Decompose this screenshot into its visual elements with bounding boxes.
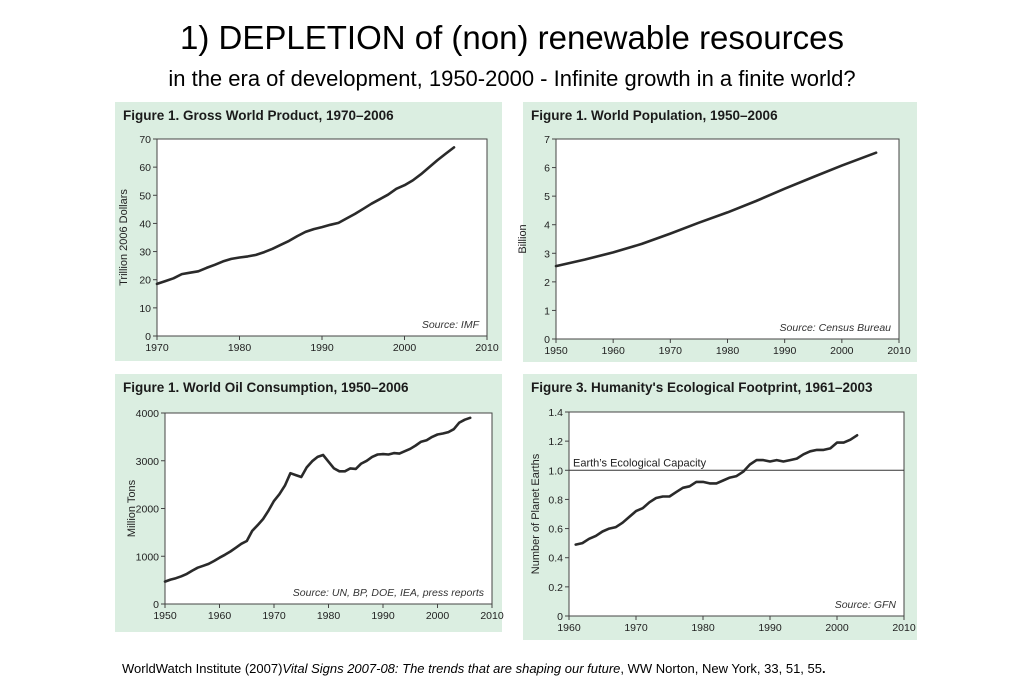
y-tick-label: 1.0 [548, 465, 563, 477]
y-tick-label: 50 [139, 190, 151, 202]
y-axis-label: Number of Planet Earths [530, 453, 542, 574]
series-line [155, 146, 456, 286]
chart-title: Figure 1. Gross World Product, 1970–2006 [123, 108, 394, 123]
chart-svg: 1950 1960 1970 1980 1990 2000 2010 0 1 2 3 4 5 6 7 Bill… [517, 134, 911, 357]
plot-area [568, 411, 905, 617]
y-tick-label: 0 [544, 334, 550, 346]
series-line [163, 416, 472, 583]
chart-title: Figure 1. World Population, 1950–2006 [531, 108, 778, 123]
y-tick-label: 30 [139, 247, 151, 259]
series-line [574, 433, 859, 546]
citation-author: WorldWatch Institute (2007) [122, 661, 283, 676]
chart-svg: 1960 1970 1980 1990 2000 2010 0 0.2 0.4 0.6 0.8 1.0… [530, 407, 916, 634]
chart-panel-ecological-footprint: Figure 3. Humanity's Ecological Footprin… [523, 374, 917, 640]
source-note: Source: IMF [422, 319, 480, 331]
source-note: Source: Census Bureau [780, 322, 892, 334]
x-tick-label: 1970 [624, 622, 648, 634]
x-tick-label: 1980 [716, 345, 740, 357]
y-tick-label: 2000 [136, 504, 160, 516]
x-tick-label: 2010 [887, 345, 911, 357]
y-tick-label: 1 [544, 305, 550, 317]
y-tick-label: 0.8 [548, 494, 563, 506]
chart-title: Figure 1. World Oil Consumption, 1950–20… [123, 380, 409, 395]
x-tick-label: 2010 [480, 610, 504, 622]
y-tick-label: 40 [139, 218, 151, 230]
y-tick-label: 0.2 [548, 582, 563, 594]
citation-book-title: Vital Signs 2007-08: The trends that are… [282, 661, 621, 676]
x-tick-label: 1970 [262, 610, 286, 622]
chart-svg: 1970 1980 1990 2000 2010 0 10 20 30 40 50 60 70 Trill… [118, 134, 499, 354]
y-tick-label: 5 [544, 191, 550, 203]
x-tick-label: 1970 [145, 342, 169, 354]
source-note: Source: GFN [835, 599, 897, 611]
x-tick-label: 2010 [475, 342, 499, 354]
x-tick-label: 1990 [371, 610, 395, 622]
x-tick-label: 2010 [892, 622, 916, 634]
x-tick-label: 2000 [830, 345, 854, 357]
slide-subtitle: in the era of development, 1950-2000 - I… [168, 66, 856, 91]
chart-panel-gross-world-product: Figure 1. Gross World Product, 1970–2006… [115, 102, 502, 361]
plot-area [164, 412, 493, 605]
x-tick-label: 1980 [691, 622, 715, 634]
y-tick-label: 1.2 [548, 436, 563, 448]
x-tick-label: 1950 [544, 345, 568, 357]
y-tick-label: 0 [557, 611, 563, 623]
y-tick-label: 4 [544, 220, 550, 232]
plot-area [555, 138, 900, 340]
y-tick-label: 1000 [136, 551, 160, 563]
y-tick-label: 6 [544, 163, 550, 175]
y-tick-label: 1.4 [548, 407, 563, 419]
y-tick-label: 7 [544, 134, 550, 146]
x-tick-label: 1990 [310, 342, 334, 354]
y-tick-label: 10 [139, 303, 151, 315]
y-tick-label: 4000 [136, 408, 160, 420]
x-tick-label: 1990 [758, 622, 782, 634]
chart-panel-world-population: Figure 1. World Population, 1950–2006 19… [517, 102, 917, 362]
x-tick-label: 1960 [208, 610, 232, 622]
y-tick-label: 0 [153, 599, 159, 611]
citation-footer: WorldWatch Institute (2007)Vital Signs 2… [122, 661, 826, 676]
series-line [554, 151, 878, 268]
y-tick-label: 20 [139, 275, 151, 287]
reference-line-label: Earth’s Ecological Capacity [573, 457, 707, 469]
y-axis-label: Billion [517, 224, 529, 253]
chart-svg: 1950 1960 1970 1980 1990 2000 2010 0 1000 2000 300… [126, 408, 504, 622]
x-tick-label: 1960 [557, 622, 581, 634]
source-note: Source: UN, BP, DOE, IEA, press reports [293, 587, 485, 599]
x-tick-label: 2000 [393, 342, 417, 354]
citation-publisher: , WW Norton, New York, 33, 51, 55 [620, 661, 822, 676]
y-tick-label: 60 [139, 162, 151, 174]
y-tick-label: 2 [544, 277, 550, 289]
x-tick-label: 1950 [153, 610, 177, 622]
y-tick-label: 3 [544, 248, 550, 260]
x-tick-label: 1990 [773, 345, 797, 357]
x-tick-label: 2000 [825, 622, 849, 634]
plot-area [156, 138, 488, 337]
chart-title: Figure 3. Humanity's Ecological Footprin… [531, 380, 873, 395]
x-tick-label: 1980 [228, 342, 252, 354]
y-axis-label: Million Tons [126, 479, 138, 537]
slide-title: 1) DEPLETION of (non) renewable resource… [180, 19, 844, 56]
citation-end: . [821, 661, 826, 676]
x-tick-label: 1970 [659, 345, 683, 357]
y-axis-label: Trillion 2006 Dollars [118, 189, 130, 286]
y-tick-label: 0.6 [548, 524, 563, 536]
x-tick-label: 1960 [601, 345, 625, 357]
y-tick-label: 0.4 [548, 553, 563, 565]
x-tick-label: 1980 [317, 610, 341, 622]
chart-panel-world-oil-consumption: Figure 1. World Oil Consumption, 1950–20… [115, 374, 504, 632]
y-tick-label: 70 [139, 134, 151, 146]
x-tick-label: 2000 [426, 610, 450, 622]
y-tick-label: 3000 [136, 456, 160, 468]
y-tick-label: 0 [145, 331, 151, 343]
